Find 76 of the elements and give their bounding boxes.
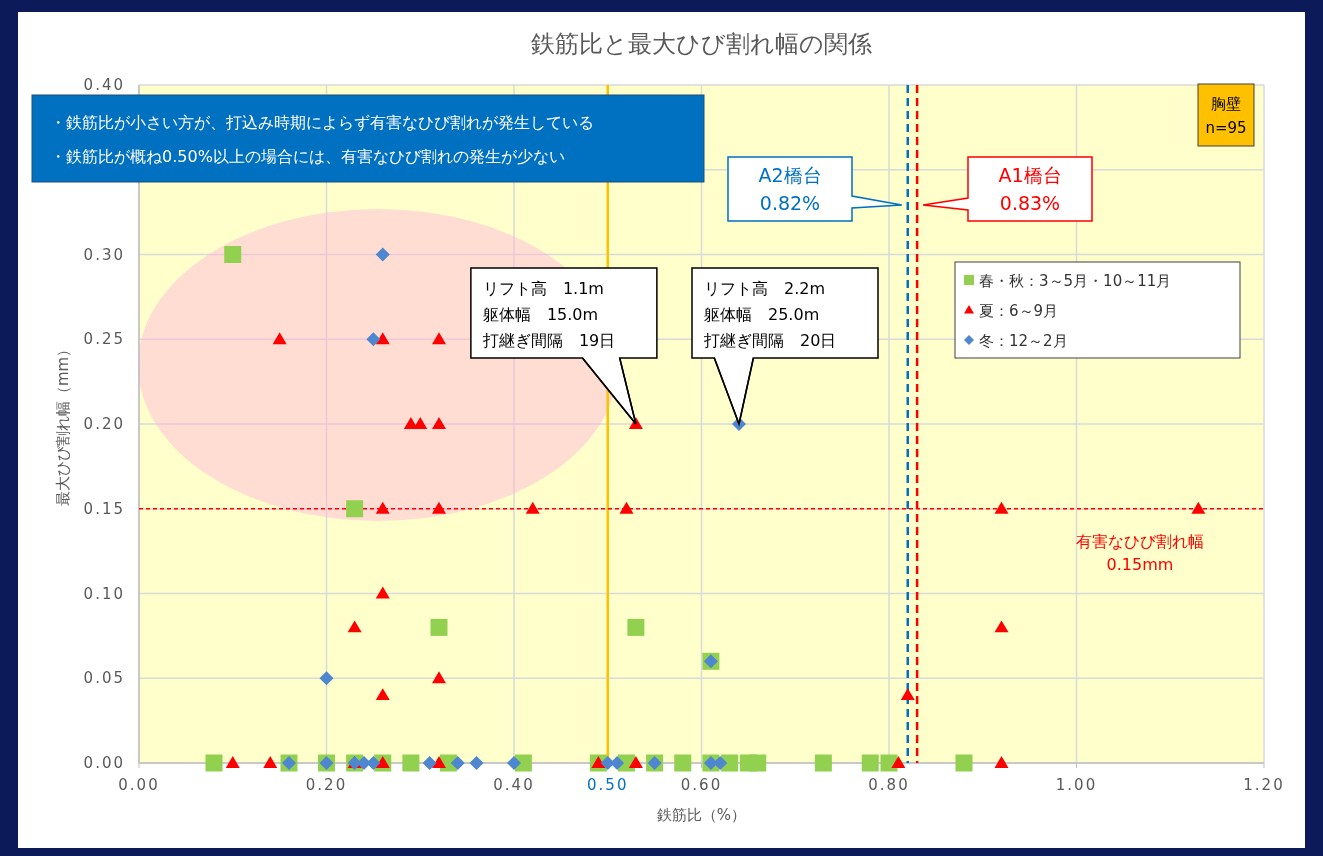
point: [994, 501, 1009, 514]
point: [375, 688, 390, 701]
point: [994, 756, 1009, 768]
x-axis-title: 鉄筋比（%）: [656, 806, 747, 824]
x-tick-label: 0.20: [305, 776, 348, 794]
point: [674, 754, 692, 772]
point: [994, 620, 1009, 633]
point: [432, 756, 446, 768]
point: [402, 754, 420, 772]
point: [628, 756, 643, 768]
point: [891, 756, 906, 768]
y-tick-label: 0.25: [83, 330, 125, 349]
point: [900, 688, 915, 701]
point: [525, 501, 540, 514]
point: [432, 332, 446, 345]
point: [627, 618, 645, 636]
point: [422, 756, 437, 770]
point: [591, 756, 606, 768]
point: [713, 756, 728, 770]
point: [469, 756, 484, 770]
y-axis-title: 最大ひび割れ幅（mm）: [54, 341, 72, 507]
point: [610, 756, 625, 770]
point: [366, 756, 381, 770]
y-tick-label: 0.10: [83, 584, 125, 603]
point: [225, 756, 240, 768]
point: [749, 754, 767, 772]
x-tick-label: 0.60: [680, 776, 723, 794]
point: [366, 332, 381, 347]
point: [432, 417, 446, 429]
x-tick-label: 0.40: [493, 776, 535, 794]
point: [1191, 501, 1206, 514]
point: [619, 501, 634, 514]
x-tick-label: 0.00: [118, 776, 160, 794]
point: [272, 332, 287, 345]
legend-label: 夏：6～9月: [979, 302, 1059, 320]
ref-line-label: A1橋台 0.83%: [998, 164, 1062, 214]
point: [319, 671, 334, 686]
point: [346, 500, 364, 518]
legend-label: 冬：12～2月: [979, 332, 1068, 350]
y-tick-label: 0.00: [83, 754, 125, 772]
x-tick-label: 1.20: [1243, 776, 1285, 794]
point: [375, 586, 390, 599]
annotation: ・鉄筋比が小さい方が、打込み時期によらず有害なひび割れが発生している: [50, 113, 594, 132]
point: [432, 501, 446, 514]
point: [375, 247, 390, 262]
x-tick-label: 1.00: [1055, 776, 1098, 794]
point: [413, 417, 428, 429]
point: [432, 671, 446, 684]
annotation: リフト高 1.1m 躯体幅 15.0m 打継ぎ間隔 19日: [481, 279, 616, 350]
y-tick-label: 0.20: [83, 415, 125, 433]
point: [600, 756, 615, 770]
y-tick-label: 0.05: [83, 669, 125, 688]
legend-label: 春・秋：3～5月・10～11月: [979, 272, 1172, 290]
point: [375, 332, 390, 345]
point: [224, 246, 242, 263]
point: [375, 756, 390, 768]
point: [814, 754, 832, 772]
ref-line-label: A2橋台 0.82%: [758, 164, 822, 214]
x-tick-label: 0.80: [868, 776, 910, 794]
point: [430, 618, 448, 636]
point: [205, 754, 223, 772]
point: [955, 754, 973, 772]
point: [263, 756, 278, 768]
point: [450, 756, 465, 770]
y-tick-label: 0.15: [83, 499, 125, 518]
y-tick-label: 0.40: [83, 76, 125, 94]
annotation: リフト高 2.2m 躯体幅 25.0m 打継ぎ間隔 20日: [703, 279, 837, 350]
y-tick-label: 0.30: [83, 245, 125, 264]
point: [861, 754, 879, 772]
point: [347, 620, 362, 633]
ref-line-label: 有害なひび割れ幅 0.15mm: [1076, 531, 1204, 574]
point: [375, 501, 390, 514]
point: [507, 756, 521, 770]
chart-title: 鉄筋比と最大ひび割れ幅の関係: [531, 30, 872, 58]
annotation: 胸壁 n=95: [1205, 95, 1247, 137]
ref-line-label: 0.50: [587, 776, 629, 794]
